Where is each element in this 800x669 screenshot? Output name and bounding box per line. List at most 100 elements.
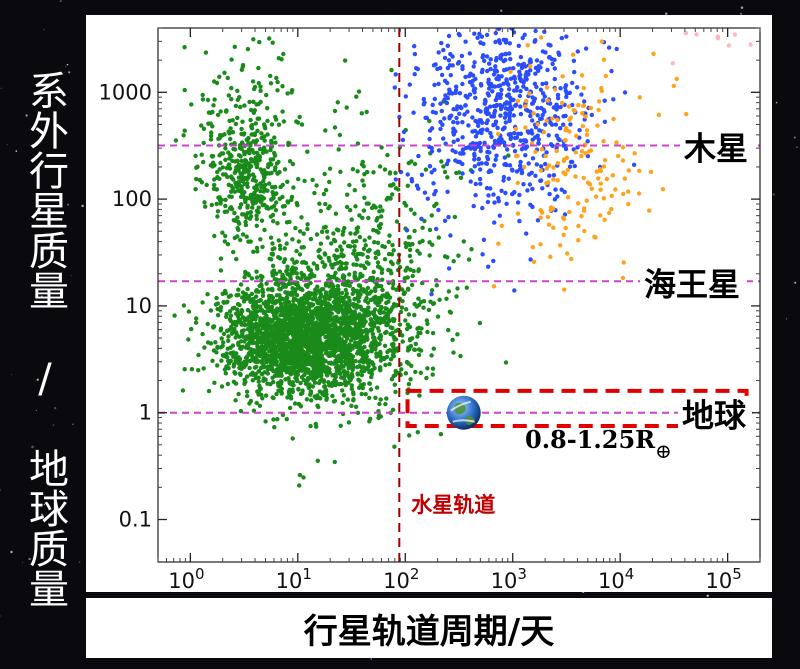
star (63, 71, 65, 73)
data-point-green (349, 343, 355, 348)
data-point-green (254, 183, 260, 188)
data-point-green (348, 377, 353, 383)
data-point-green (369, 360, 375, 365)
data-point-blue (518, 138, 523, 143)
star (52, 238, 55, 241)
data-point-blue (557, 137, 562, 143)
data-point-green (296, 364, 301, 370)
data-point-green (304, 323, 309, 328)
data-point-green (302, 358, 307, 364)
data-point-green (332, 320, 337, 325)
data-point-green (290, 161, 296, 167)
data-point-green (363, 392, 368, 397)
data-point-green (323, 252, 328, 257)
data-point-blue (501, 178, 506, 183)
data-point-blue (446, 58, 452, 63)
data-point-green (311, 330, 316, 336)
data-point-green (382, 244, 387, 250)
data-point-blue (524, 76, 529, 82)
data-point-blue (460, 81, 465, 87)
data-point-green (412, 312, 417, 318)
data-point-green (272, 277, 277, 282)
data-point-green (352, 274, 358, 279)
data-point-green (208, 133, 214, 139)
data-point-orange (593, 194, 599, 199)
data-point-green (245, 307, 251, 313)
data-point-green (249, 347, 254, 352)
data-point-green (425, 321, 430, 326)
data-point-green (314, 346, 320, 351)
data-point-green (263, 351, 268, 357)
data-point-green (347, 272, 352, 277)
data-point-green (269, 170, 274, 176)
data-point-green (284, 241, 289, 246)
data-point-green (409, 282, 415, 288)
data-point-green (186, 309, 192, 314)
data-point-green (270, 241, 275, 246)
data-point-green (387, 233, 392, 238)
data-point-green (290, 286, 295, 291)
data-point-green (214, 80, 220, 86)
data-point-green (457, 170, 462, 175)
data-point-green (217, 153, 222, 158)
data-point-green (323, 387, 328, 392)
star (67, 203, 70, 206)
data-point-green (299, 122, 305, 127)
data-point-green (222, 239, 227, 244)
data-point-green (388, 325, 393, 330)
star (35, 409, 37, 411)
data-point-blue (459, 105, 464, 111)
data-point-green (421, 299, 427, 304)
data-point-blue (512, 131, 517, 136)
data-point-green (303, 344, 309, 350)
data-point-green (211, 186, 217, 191)
data-point-green (270, 269, 275, 275)
data-point-green (228, 136, 233, 142)
data-point-blue (535, 218, 541, 223)
data-point-blue (460, 171, 465, 176)
data-point-green (193, 187, 198, 192)
data-point-green (298, 276, 304, 282)
data-point-blue (575, 49, 580, 54)
data-point-blue (519, 169, 525, 175)
data-point-green (224, 108, 229, 113)
x-tick-label: 104 (598, 565, 634, 593)
data-point-blue (460, 64, 465, 69)
data-point-green (384, 322, 389, 328)
data-point-blue (445, 43, 450, 48)
data-point-green (252, 355, 257, 360)
data-point-green (332, 459, 337, 465)
data-point-blue (484, 185, 490, 191)
data-point-green (272, 326, 278, 331)
data-point-green (317, 312, 322, 317)
data-point-green (277, 269, 282, 274)
data-point-orange (499, 223, 504, 228)
data-point-green (298, 380, 303, 386)
data-point-green (229, 85, 234, 91)
star (6, 143, 8, 145)
data-point-blue (547, 101, 553, 106)
data-point-green (229, 324, 234, 330)
data-point-orange (543, 153, 548, 159)
data-point-green (339, 261, 344, 266)
data-point-green (454, 294, 459, 299)
data-point-green (269, 318, 274, 324)
data-point-green (282, 246, 287, 251)
data-point-green (274, 351, 279, 356)
data-point-green (291, 333, 296, 338)
data-point-green (309, 271, 314, 276)
data-point-green (275, 320, 280, 326)
data-point-green (322, 328, 327, 334)
data-point-blue (495, 125, 500, 131)
data-point-green (245, 46, 251, 52)
data-point-green (250, 313, 255, 318)
data-point-green (223, 197, 228, 202)
star (78, 561, 81, 563)
data-point-orange (546, 222, 552, 227)
data-point-blue (512, 189, 517, 195)
data-point-blue (539, 116, 544, 121)
data-point-green (363, 335, 368, 340)
star (739, 12, 743, 16)
data-point-green (323, 283, 329, 288)
data-point-blue (503, 106, 508, 111)
